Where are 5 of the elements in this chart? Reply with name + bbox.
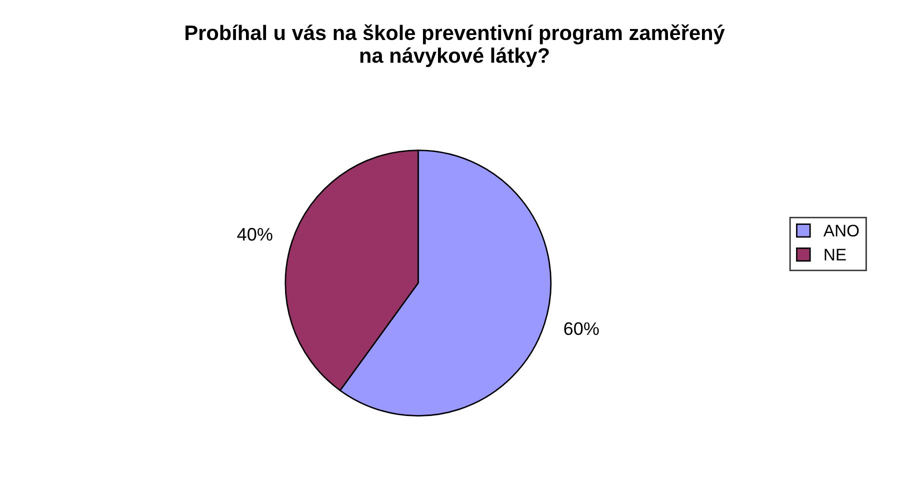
legend-label: NE [824, 248, 846, 260]
data-label: 40% [237, 228, 272, 241]
data-label: 60% [564, 322, 599, 336]
legend-label: ANO [823, 224, 859, 237]
chart-title: Probíhal u vás na škole preventivní program zaměřený na návykové látky? [186, 24, 725, 68]
